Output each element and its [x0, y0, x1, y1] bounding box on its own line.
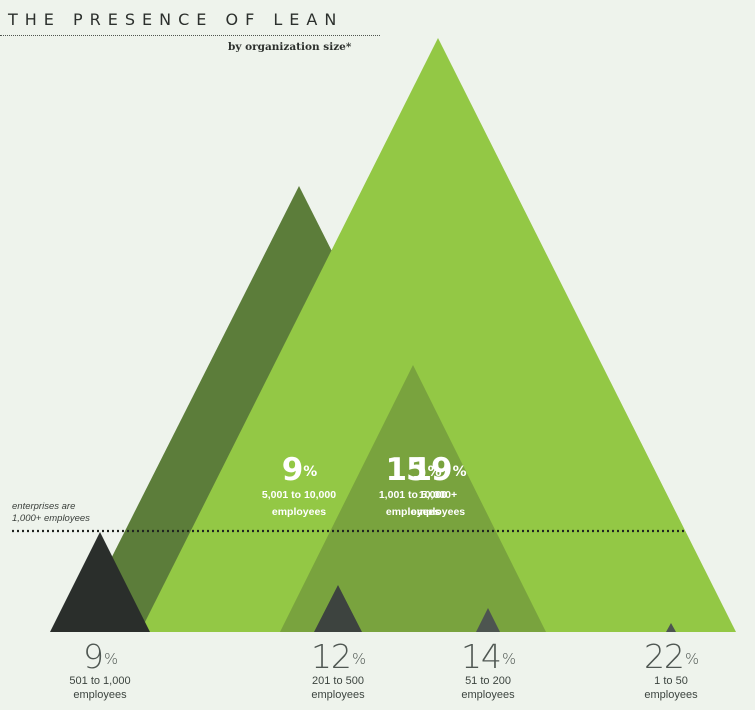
data-label-201-to-500: 12% 201 to 500 employees [268, 640, 408, 702]
percent-value: 9% [219, 453, 379, 487]
percent-value: 19% [358, 453, 518, 487]
percent-number: 9 [82, 637, 104, 676]
percent-number: 9 [281, 452, 304, 488]
percent-value: 22% [601, 640, 741, 674]
percent-sign: % [427, 464, 442, 480]
category-caption: 1 to 50 [654, 675, 688, 687]
triangle-1-001-to-5-000 [280, 365, 546, 632]
triangle-501-to-1-000 [50, 532, 150, 632]
category-caption: employees [73, 689, 127, 701]
percent-sign: % [103, 650, 118, 668]
percent-sign: % [684, 650, 699, 668]
percent-number: 19 [410, 452, 452, 488]
category-caption: employees [385, 506, 441, 518]
percent-number: 22 [643, 637, 685, 676]
category-caption: employees [461, 689, 515, 701]
data-label-1-to-50: 22% 1 to 50 employees [601, 640, 741, 702]
triangle-10-000 [140, 38, 736, 632]
data-label-51-to-200: 14% 51 to 200 employees [418, 640, 558, 702]
category-caption: 201 to 500 [312, 675, 364, 687]
chart-header: THE PRESENCE OF LEAN by organization siz… [0, 0, 400, 60]
triangle-201-to-500 [314, 585, 362, 632]
data-label-1-001-to-5-000: 15% 1,001 to 5,000 employees [333, 453, 493, 521]
percent-number: 12 [310, 637, 352, 676]
threshold-note-line: enterprises are [12, 501, 76, 512]
triangle-51-to-200 [476, 608, 500, 632]
percent-sign: % [303, 464, 317, 480]
percent-number: 14 [460, 637, 502, 676]
data-label-5-001-to-10-000: 9% 5,001 to 10,000 employees [219, 453, 379, 521]
category-caption: employees [410, 506, 466, 518]
category-caption: 1,001 to 5,000 [378, 489, 448, 501]
chart-title: THE PRESENCE OF LEAN [8, 10, 344, 29]
category-caption: 10,000+ [418, 489, 458, 501]
percent-value: 15% [333, 453, 493, 487]
category-caption: 51 to 200 [465, 675, 511, 687]
threshold-note-line: 1,000+ employees [12, 513, 90, 524]
percent-sign: % [452, 464, 467, 480]
category-caption: employees [271, 506, 327, 518]
percent-sign: % [351, 650, 366, 668]
category-caption: 5,001 to 10,000 [261, 489, 337, 501]
triangle-1-to-50 [666, 623, 676, 632]
percent-sign: % [501, 650, 516, 668]
data-label-501-to-1-000: 9% 501 to 1,000 employees [30, 640, 170, 702]
category-caption: 501 to 1,000 [69, 675, 131, 687]
enterprise-threshold-note: enterprises are 1,000+ employees [12, 501, 90, 525]
data-label-10-000: 19% 10,000+ employees [358, 453, 518, 521]
category-caption: employees [311, 689, 365, 701]
percent-number: 15 [385, 452, 427, 488]
chart-subtitle: by organization size* [228, 41, 352, 53]
percent-value: 12% [268, 640, 408, 674]
percent-value: 14% [418, 640, 558, 674]
category-caption: employees [644, 689, 698, 701]
percent-value: 9% [30, 640, 170, 674]
title-dotted-rule [0, 35, 380, 36]
